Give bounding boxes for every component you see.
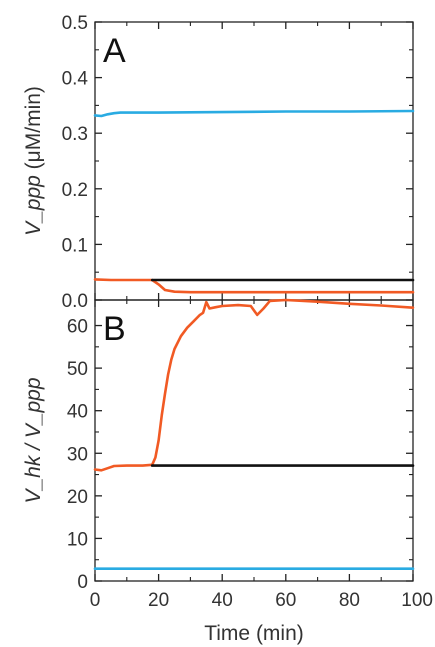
panel-a: 0.0 0.1 0.2 0.3 0.4 0.5 A V_ppp (μM/min) xyxy=(22,13,415,312)
y-tick-label: 60 xyxy=(67,317,88,338)
y-tick-label: 0 xyxy=(77,572,88,593)
y-tick-label: 40 xyxy=(67,402,88,423)
x-tick-label: 60 xyxy=(275,590,296,611)
y-tick-label: 0.4 xyxy=(62,69,89,90)
x-axis-label: Time (min) xyxy=(204,622,304,645)
y-tick-label: 0.3 xyxy=(62,124,88,145)
x-tick-label: 100 xyxy=(401,590,433,611)
plot-frame xyxy=(94,21,414,301)
y-tick-label: 50 xyxy=(67,359,88,380)
y-tick-label: 0.1 xyxy=(62,235,88,256)
x-tick-label: 0 xyxy=(90,590,101,611)
y-tick-label: 0.0 xyxy=(62,291,88,312)
y-tick-label: 20 xyxy=(67,487,88,508)
panel-b: 0 10 20 30 40 50 60 0 20 40 60 80 100 B V_hk / V_ppp Ti… xyxy=(22,298,433,645)
y-tick-label: 0.5 xyxy=(62,13,88,34)
x-tick-label: 80 xyxy=(339,590,360,611)
y-tick-label: 30 xyxy=(67,444,88,465)
x-tick-label: 20 xyxy=(148,590,169,611)
y-axis-label: V_ppp (μM/min) xyxy=(22,86,45,236)
y-tick-label: 10 xyxy=(67,529,88,550)
plot-frame xyxy=(94,299,414,582)
panel-label: B xyxy=(103,310,126,348)
y-axis-label-unit: (μM/min) xyxy=(22,86,45,175)
series-line-1 xyxy=(93,278,415,294)
series-line-0 xyxy=(93,109,415,118)
y-axis-label-quantity: V_ppp xyxy=(22,175,45,236)
series-line-0 xyxy=(93,298,415,472)
y-axis-label: V_hk / V_ppp xyxy=(22,377,45,503)
panel-label: A xyxy=(103,32,126,70)
y-tick-label: 0.2 xyxy=(62,180,88,201)
x-tick-label: 40 xyxy=(212,590,233,611)
